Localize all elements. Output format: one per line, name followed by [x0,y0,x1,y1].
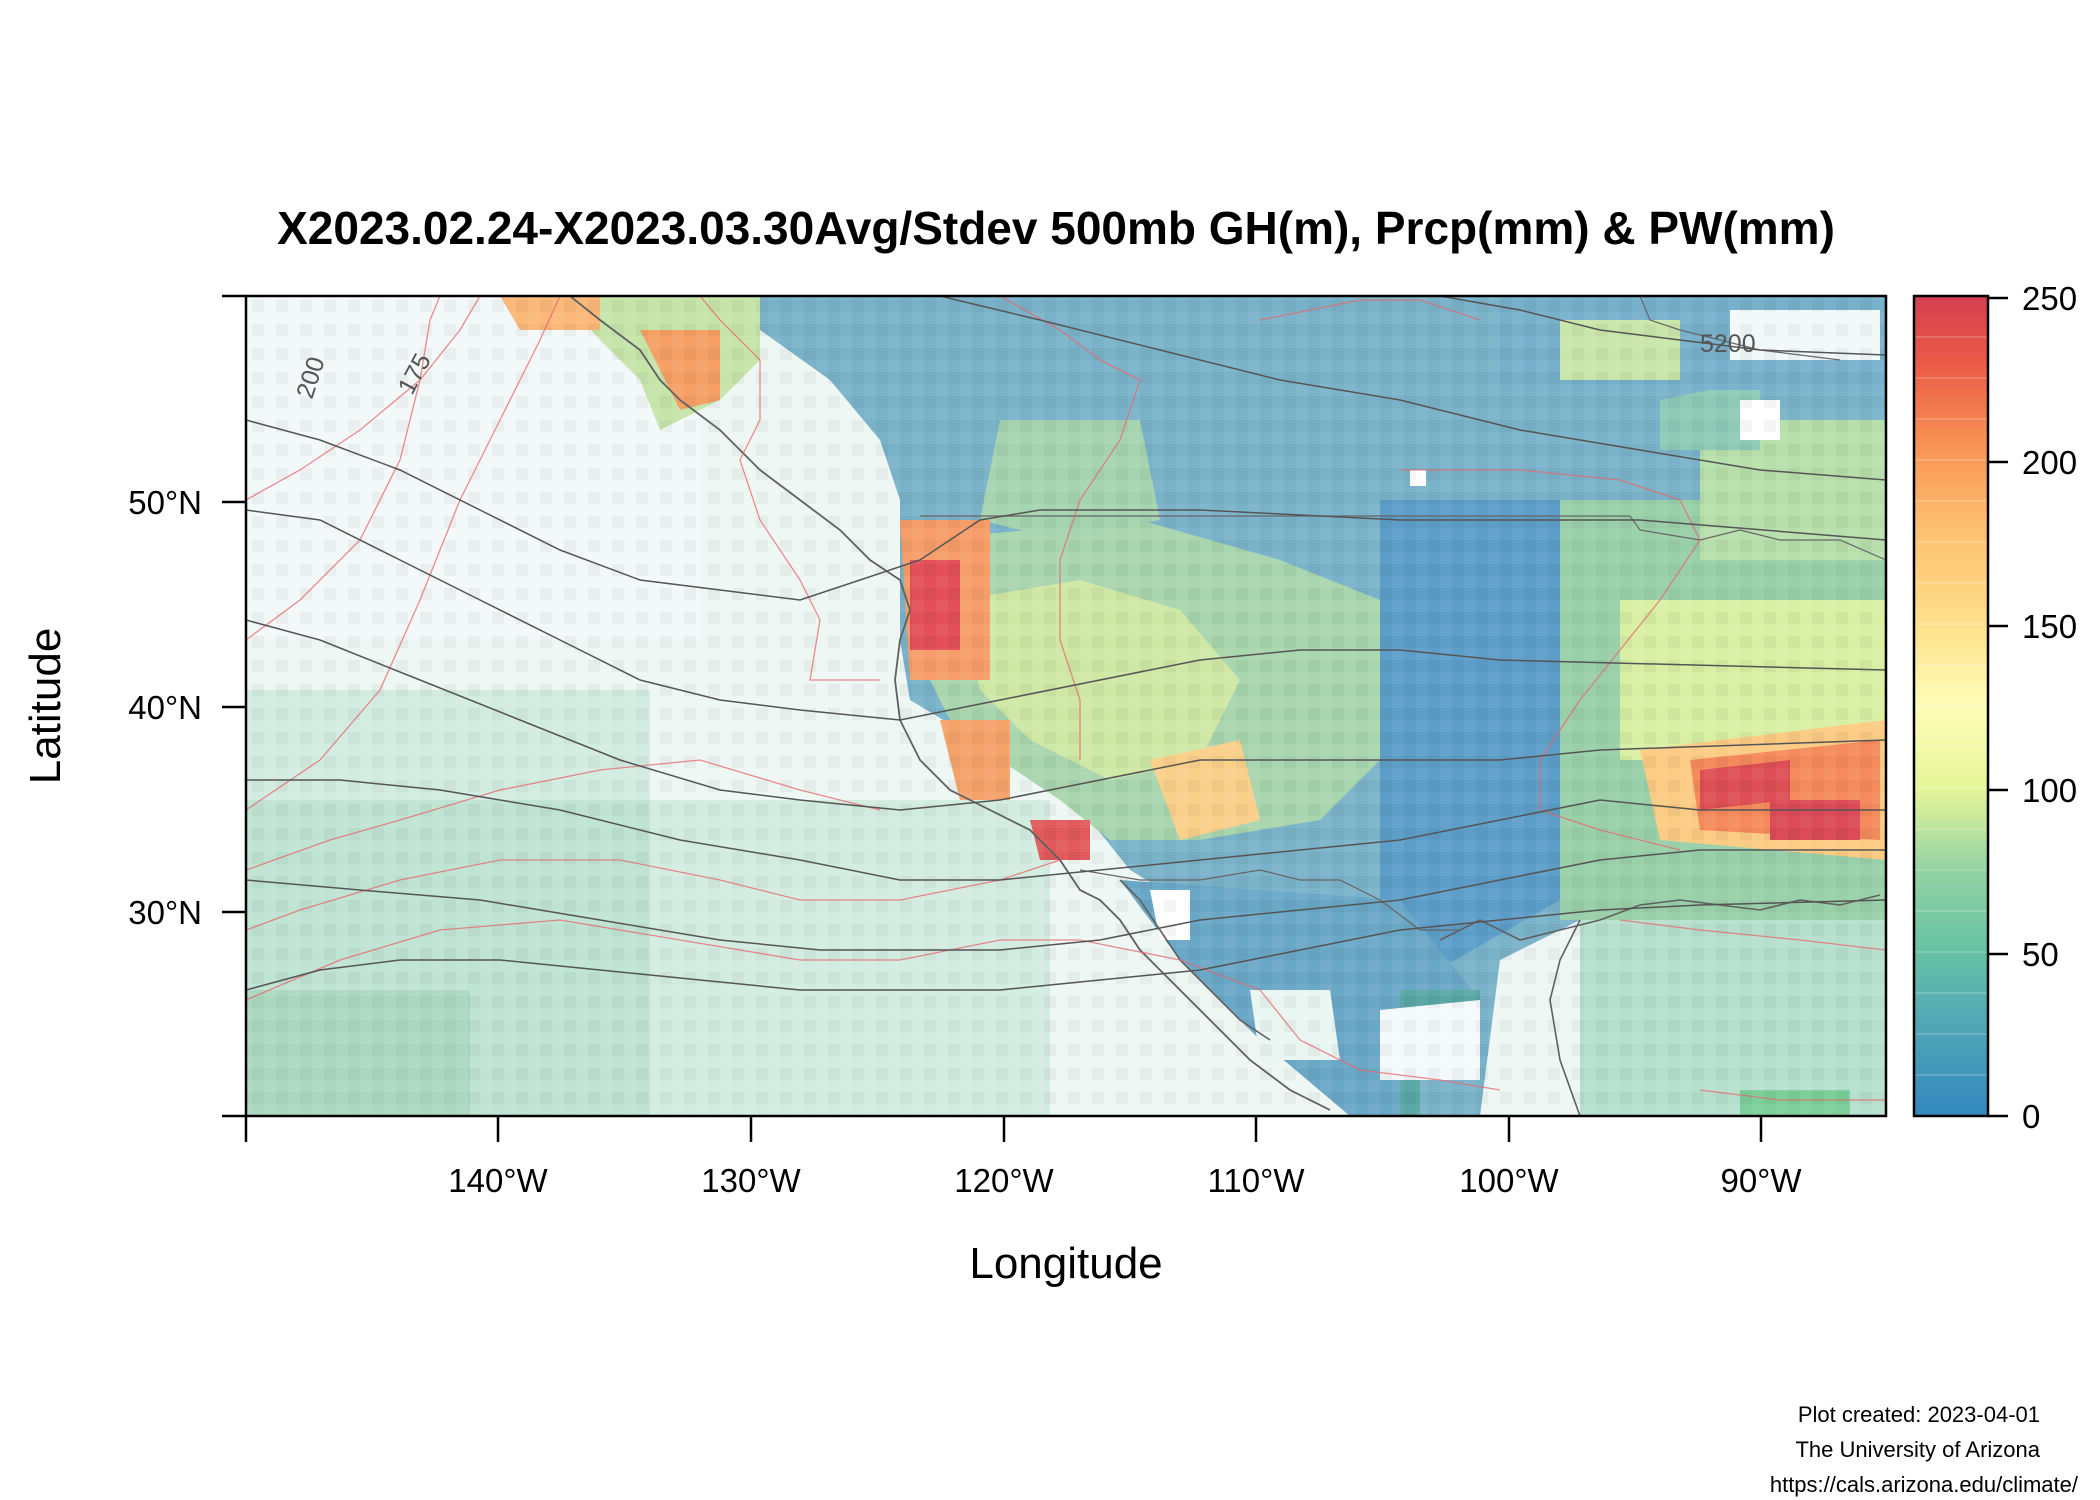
map-panel: 200 175 5200 [246,296,1886,1116]
credit-created: Plot created: 2023-04-01 [1798,1402,2040,1427]
x-tick-label: 90°W [1720,1162,1802,1199]
credit-url: https://cals.arizona.edu/climate/ [1770,1472,2079,1497]
y-axis-ticks [222,294,246,1118]
y-tick-label: 40°N [128,689,202,726]
x-tick-label: 100°W [1459,1162,1559,1199]
x-axis-label: Longitude [969,1239,1162,1288]
x-tick-label: 120°W [954,1162,1054,1199]
colorbar-tick-label: 0 [2022,1098,2040,1135]
colorbar-tick-label: 150 [2022,608,2077,645]
y-tick-label: 30°N [128,894,202,931]
x-tick-label: 130°W [701,1162,801,1199]
gh-contours [246,296,1886,991]
colorbar-tick-label: 50 [2022,936,2059,973]
credit-org: The University of Arizona [1795,1437,2040,1462]
x-axis-ticks [244,1116,1763,1142]
colorbar-tick-label: 200 [2022,444,2077,481]
stdev-contours [246,296,1886,1101]
x-tick-label: 110°W [1208,1162,1306,1199]
contour-label-5200: 5200 [1700,330,1756,358]
y-tick-label: 50°N [128,484,202,521]
colorbar-gradient [1914,296,1988,1116]
colorbar: 250 200 150 100 50 0 [1912,280,2077,1135]
colorbar-tick-label: 100 [2022,772,2077,809]
colorbar-tick-label: 250 [2022,280,2077,317]
chart-title: X2023.02.24-X2023.03.30Avg/Stdev 500mb G… [277,202,1835,254]
y-axis-label: Latitude [21,628,70,785]
x-tick-label: 140°W [448,1162,548,1199]
